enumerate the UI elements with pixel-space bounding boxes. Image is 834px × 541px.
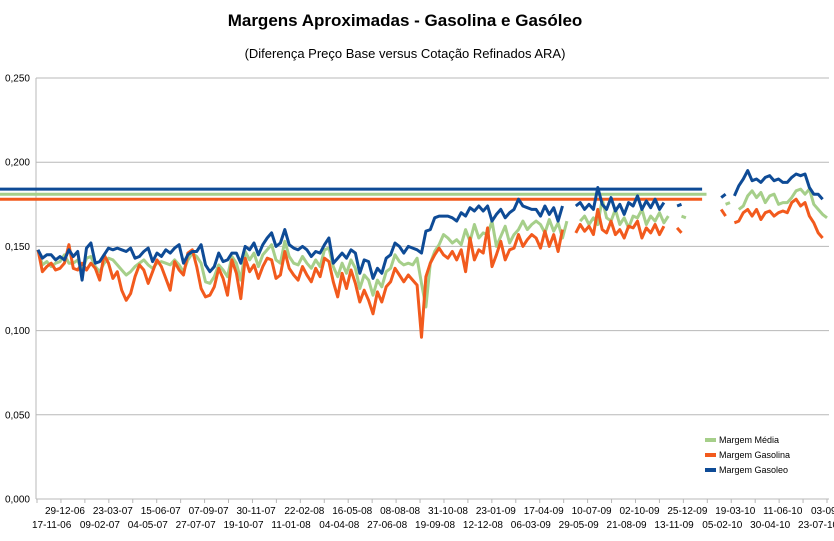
x-tick-label: 23-07-10 — [798, 520, 834, 531]
series-line — [574, 207, 666, 240]
x-tick-label: 04-05-07 — [128, 520, 168, 531]
legend-label: Margem Gasolina — [719, 450, 790, 460]
x-tick-label: 15-06-07 — [141, 506, 181, 517]
x-tick-label: 19-09-08 — [415, 520, 455, 531]
x-tick-label: 27-06-08 — [367, 520, 407, 531]
x-tick-label: 16-05-08 — [332, 506, 372, 517]
x-tick-label: 13-11-09 — [654, 520, 694, 531]
x-tick-label: 11-06-10 — [763, 506, 803, 517]
series-line — [36, 197, 564, 282]
series-line — [733, 197, 824, 239]
series-line — [675, 226, 683, 234]
x-tick-label: 29-12-06 — [45, 506, 85, 517]
x-tick-label: 21-08-09 — [607, 520, 647, 531]
x-axis-ticks: 17-11-06 29-12-06 09-02-07 23-03-07 04-05-07… — [32, 499, 834, 531]
x-tick-label: 07-09-07 — [189, 506, 229, 517]
series-line — [574, 186, 666, 216]
x-tick-label: 30-04-10 — [750, 520, 790, 531]
series-line — [725, 201, 731, 206]
x-tick-label: 25-12-09 — [667, 506, 707, 517]
series-line — [36, 226, 564, 339]
series-line — [719, 208, 727, 217]
x-tick-label: 09-02-07 — [80, 520, 120, 531]
x-tick-label: 02-10-09 — [619, 506, 659, 517]
y-tick-label: 0,150 — [5, 242, 30, 253]
x-tick-label: 05-02-10 — [702, 520, 742, 531]
x-tick-label: 29-05-09 — [559, 520, 599, 531]
x-tick-label: 23-01-09 — [476, 506, 516, 517]
x-tick-label: 11-01-08 — [271, 520, 311, 531]
y-tick-label: 0,200 — [5, 158, 30, 169]
x-tick-label: 30-11-07 — [236, 506, 276, 517]
legend: Margem Média Margem Gasolina Margem Gasole… — [705, 435, 790, 475]
x-tick-label: 31-10-08 — [428, 506, 468, 517]
x-tick-label: 06-03-09 — [511, 520, 551, 531]
y-tick-label: 0,050 — [5, 410, 30, 421]
legend-label: Margem Média — [719, 435, 779, 445]
x-tick-label: 12-12-08 — [463, 520, 503, 531]
chart-subtitle: (Diferença Preço Base versus Cotação Ref… — [245, 46, 566, 61]
y-tick-label: 0,000 — [5, 495, 30, 506]
x-tick-label: 10-07-09 — [572, 506, 612, 517]
series-line — [733, 169, 824, 201]
series-line — [720, 193, 727, 199]
x-tick-label: 04-04-08 — [319, 520, 359, 531]
series-line — [36, 218, 569, 309]
series-lines — [0, 169, 828, 339]
x-tick-label: 22-02-08 — [284, 506, 324, 517]
y-tick-label: 0,100 — [5, 326, 30, 337]
x-tick-label: 17-04-09 — [524, 506, 564, 517]
series-line — [680, 214, 687, 220]
x-tick-label: 23-03-07 — [93, 506, 133, 517]
series-line — [737, 187, 828, 219]
series-line — [676, 202, 683, 208]
x-tick-label: 19-03-10 — [715, 506, 755, 517]
x-tick-label: 19-10-07 — [224, 520, 264, 531]
x-tick-label: 27-07-07 — [176, 520, 216, 531]
gridlines — [35, 77, 829, 500]
x-tick-label: 03-09-10 — [811, 506, 834, 517]
chart-title: Margens Aproximadas - Gasolina e Gasóleo — [228, 11, 583, 30]
y-axis-ticks: 0,000 0,050 0,100 0,150 0,200 0,250 — [5, 74, 30, 506]
x-tick-label: 17-11-06 — [32, 520, 72, 531]
y-tick-label: 0,250 — [5, 74, 30, 85]
x-tick-label: 08-08-08 — [380, 506, 420, 517]
legend-label: Margem Gasoleo — [719, 465, 788, 475]
